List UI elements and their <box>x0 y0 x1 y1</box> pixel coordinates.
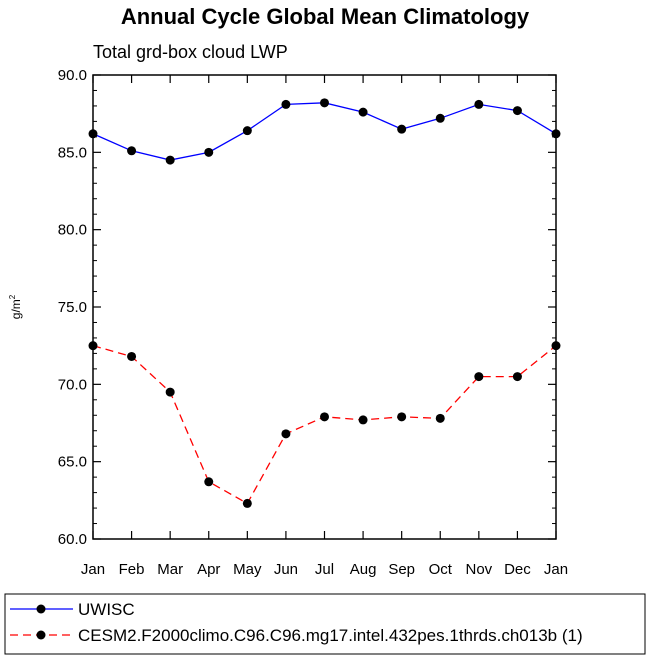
series-0-point <box>512 106 522 116</box>
series-1-point <box>512 372 522 382</box>
x-tick-label: Jan <box>544 561 568 578</box>
series-0-point <box>165 155 175 165</box>
y-tick-label: 60.0 <box>58 531 87 548</box>
series-0-point <box>474 99 484 109</box>
x-tick-label: May <box>233 561 262 578</box>
series-1-point <box>204 477 214 487</box>
series-1-point <box>358 415 368 425</box>
series-0-point <box>281 99 291 109</box>
y-tick-label: 65.0 <box>58 454 87 471</box>
series-1-point <box>127 351 137 361</box>
y-tick-label: 85.0 <box>58 144 87 161</box>
x-tick-label: Nov <box>465 561 492 578</box>
x-tick-label: Jul <box>315 561 334 578</box>
y-tick-label: 75.0 <box>58 299 87 316</box>
legend-label-cesm2: CESM2.F2000climo.C96.C96.mg17.intel.432p… <box>78 626 583 645</box>
series-1-point <box>435 413 445 423</box>
y-axis-label-text: g/m <box>9 299 23 319</box>
x-tick-label: Mar <box>157 561 183 578</box>
x-tick-label: Jun <box>274 561 298 578</box>
series-0-point <box>242 126 252 136</box>
series-1-point <box>320 412 329 422</box>
legend-marker-cesm2 <box>36 630 46 640</box>
x-tick-label: Dec <box>504 561 531 578</box>
x-tick-label: Sep <box>388 561 415 578</box>
series-1-point <box>242 498 252 508</box>
series-0-point <box>397 124 407 134</box>
chart-title: Annual Cycle Global Mean Climatology <box>121 4 530 29</box>
axis-ticks: 60.0 65.0 70.0 75.0 80.0 85.0 90.0 Jan Feb Mar Apr… <box>58 67 568 578</box>
x-tick-label: Aug <box>350 561 377 578</box>
legend-box <box>4 593 646 655</box>
series-0-point <box>204 147 214 157</box>
chart-subtitle: Total grd-box cloud LWP <box>93 42 288 62</box>
legend-marker-uwisc <box>36 604 46 614</box>
series-line-1 <box>92 345 557 505</box>
x-tick-label: Apr <box>197 561 220 578</box>
series-0-point <box>127 146 137 156</box>
series-0-point <box>358 107 368 117</box>
series-0-point <box>435 113 445 123</box>
svg-text:g/m2: g/m2 <box>8 294 23 319</box>
x-tick-label: Feb <box>119 561 145 578</box>
series-1-point <box>397 412 407 422</box>
series-0-point <box>320 98 329 108</box>
legend: UWISC CESM2.F2000climo.C96.C96.mg17.inte… <box>4 593 646 655</box>
x-tick-label: Oct <box>429 561 453 578</box>
series-1-point <box>281 429 291 439</box>
series-line-0 <box>92 102 557 161</box>
y-axis-label-superscript: 2 <box>8 294 17 299</box>
series-1-point <box>165 387 175 397</box>
y-tick-label: 80.0 <box>58 222 87 239</box>
series-layer <box>88 98 561 508</box>
series-1-point <box>474 372 484 382</box>
y-axis-label: g/m2 <box>8 294 23 319</box>
y-tick-label: 90.0 <box>58 67 87 84</box>
x-tick-label: Jan <box>81 561 105 578</box>
plot-frame <box>92 74 557 540</box>
y-tick-label: 70.0 <box>58 376 87 393</box>
legend-label-uwisc: UWISC <box>78 600 135 619</box>
